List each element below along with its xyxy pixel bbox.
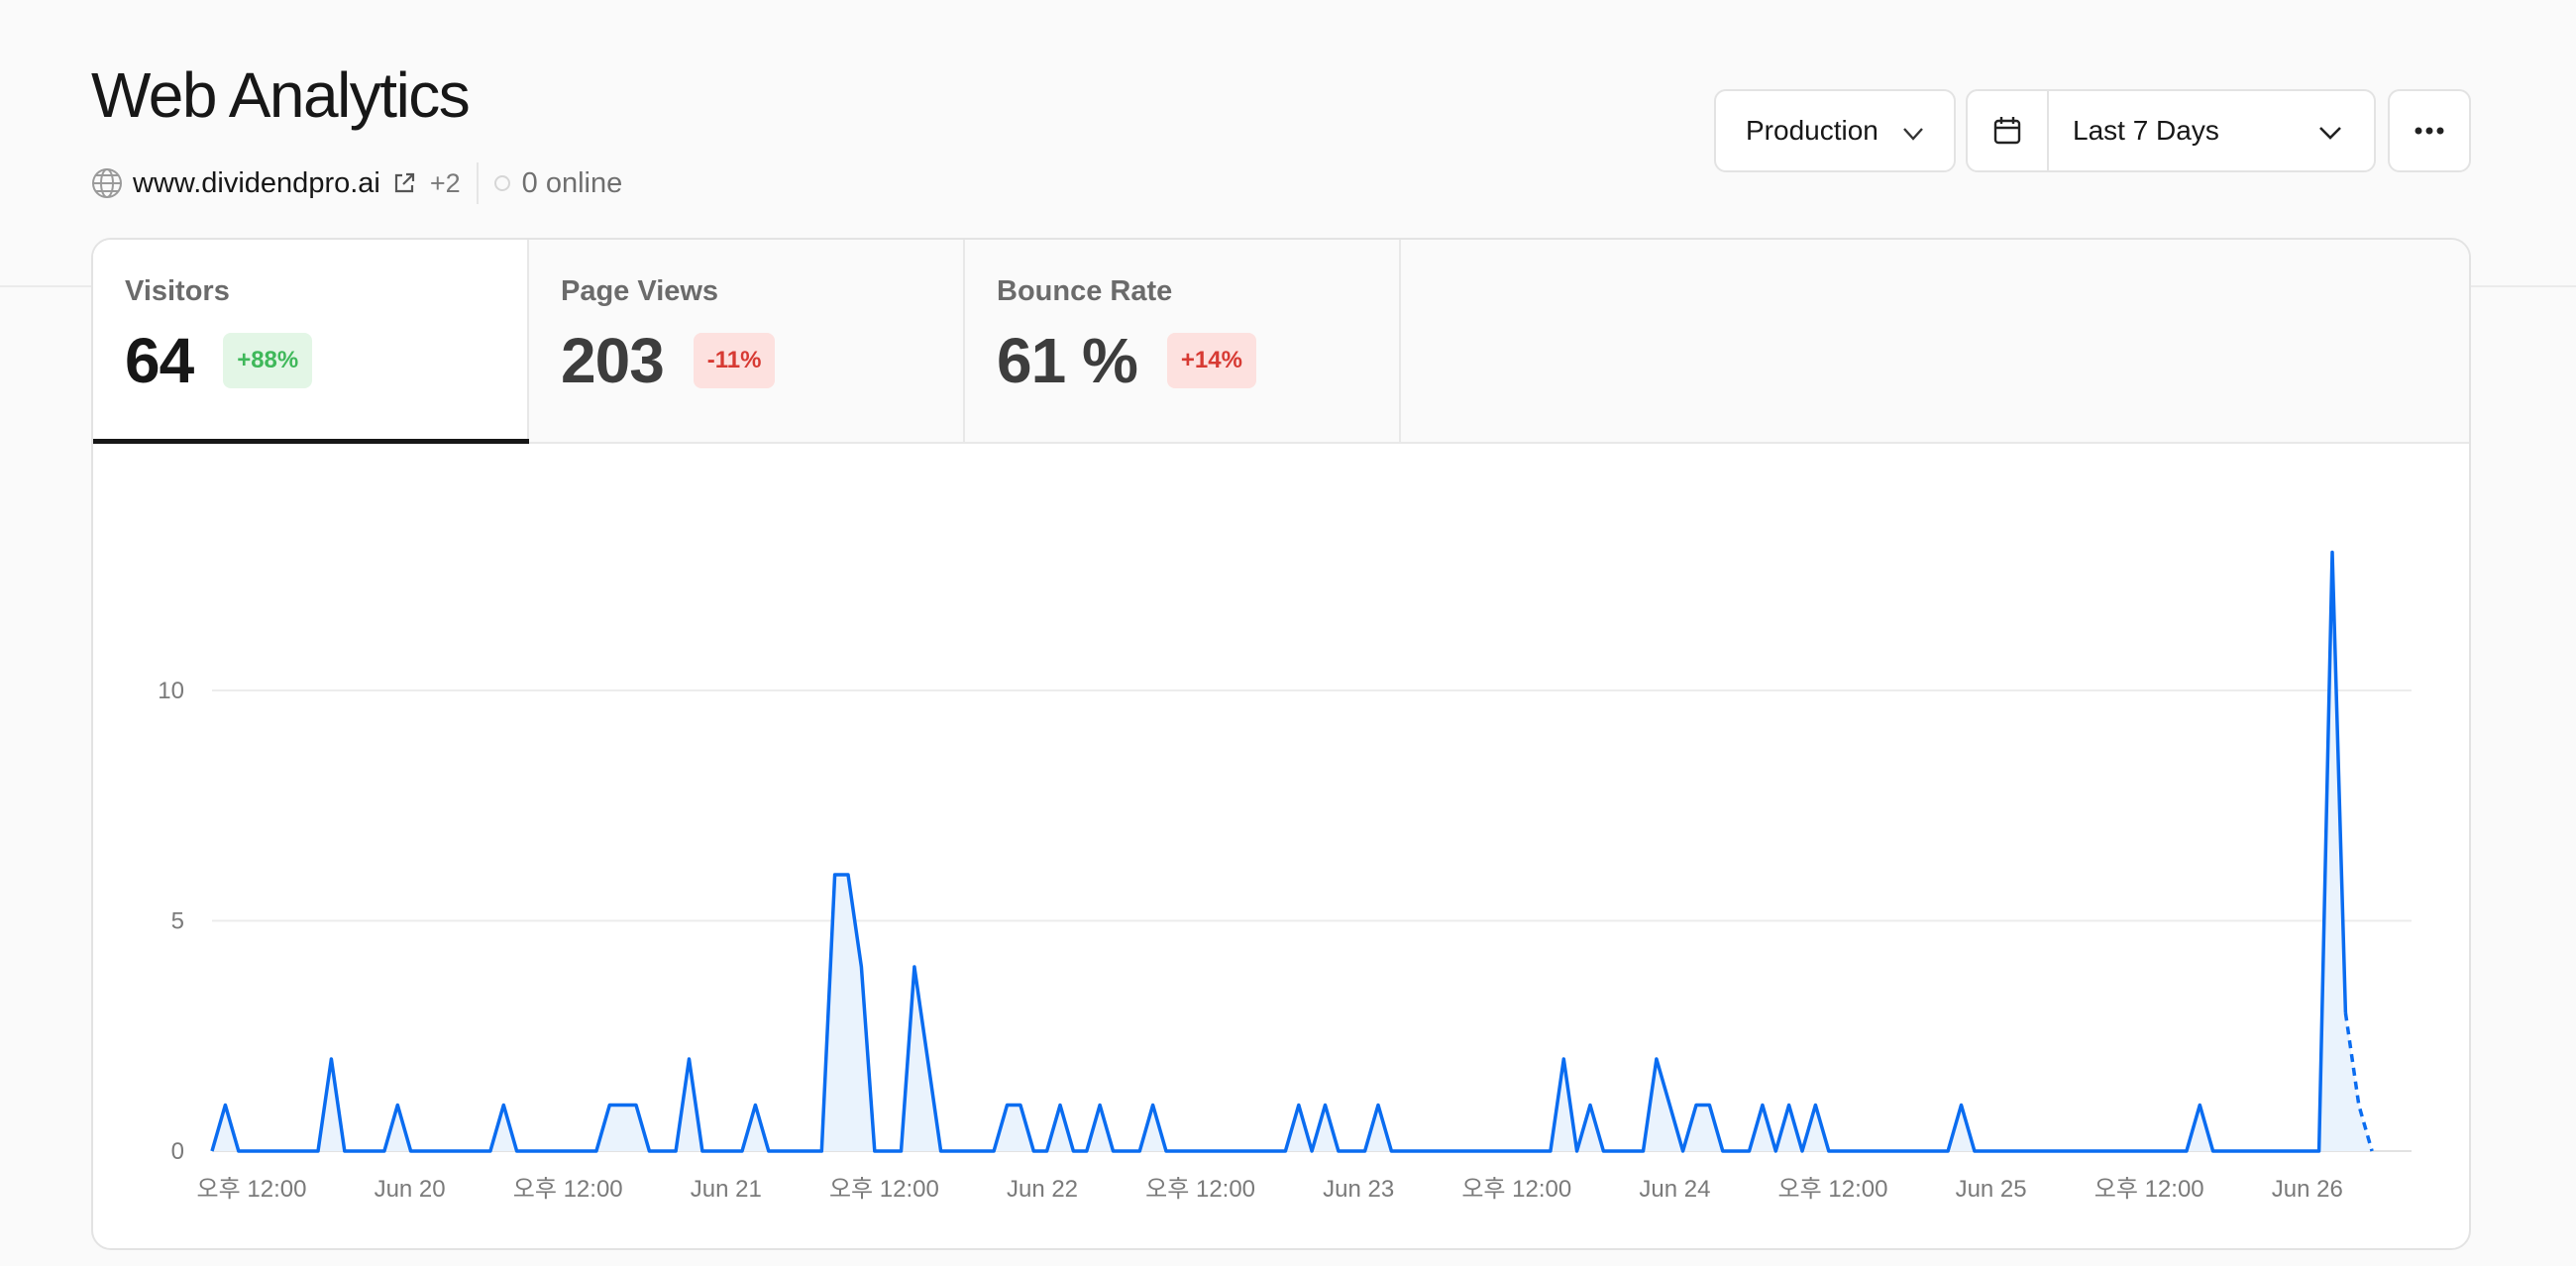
metric-value: 64 xyxy=(125,325,194,396)
x-tick-label: 오후 12:00 xyxy=(2094,1176,2204,1203)
x-tick-label: Jun 22 xyxy=(1007,1176,1078,1203)
change-badge: +88% xyxy=(223,333,313,388)
chevron-down-icon xyxy=(2316,119,2344,147)
metric-tabs: Visitors 64 +88% Page Views 203 -11% Bou… xyxy=(93,240,2469,444)
domain-link[interactable]: www.dividendpro.ai xyxy=(133,166,380,199)
page-title: Web Analytics xyxy=(91,59,471,131)
metric-value: 61 % xyxy=(997,325,1138,396)
analytics-card: Visitors 64 +88% Page Views 203 -11% Bou… xyxy=(91,238,2471,1250)
x-tick-label: Jun 24 xyxy=(1639,1176,1710,1203)
globe-icon xyxy=(91,167,123,199)
extra-domains-count[interactable]: +2 xyxy=(429,167,461,198)
tab-label: Page Views xyxy=(561,275,719,307)
change-badge: -11% xyxy=(693,333,776,388)
chart-area xyxy=(212,552,2373,1151)
change-badge: +14% xyxy=(1166,333,1256,388)
x-tick-label: 오후 12:00 xyxy=(1778,1176,1888,1203)
tab-label: Bounce Rate xyxy=(997,275,1173,307)
date-range-label: Last 7 Days xyxy=(2073,115,2219,146)
separator xyxy=(476,162,479,204)
x-tick-label: 오후 12:00 xyxy=(197,1176,307,1203)
x-tick-label: 오후 12:00 xyxy=(1145,1176,1255,1203)
y-tick-label: 5 xyxy=(171,908,184,935)
x-tick-label: Jun 26 xyxy=(2272,1176,2343,1203)
more-icon xyxy=(2415,122,2444,140)
chart-line-partial xyxy=(2343,1012,2374,1152)
x-tick-label: 오후 12:00 xyxy=(1461,1176,1571,1203)
x-tick-label: Jun 25 xyxy=(1956,1176,2027,1203)
more-options-button[interactable] xyxy=(2388,89,2471,172)
visitors-chart[interactable]: 0 5 10 오후 12:00 Jun 20 오후 12:00 Jun 21 오후 12:00… xyxy=(93,240,2469,1248)
environment-label: Production xyxy=(1746,115,1878,146)
chevron-down-icon xyxy=(1900,121,1926,147)
y-tick-label: 0 xyxy=(171,1138,184,1165)
site-info: www.dividendpro.ai +2 0 online xyxy=(91,160,622,206)
chart-line xyxy=(210,550,2348,1153)
x-tick-label: Jun 21 xyxy=(691,1176,762,1203)
environment-select[interactable]: Production xyxy=(1714,89,1956,172)
x-tick-label: 오후 12:00 xyxy=(829,1176,939,1203)
calendar-icon[interactable] xyxy=(1968,91,2049,170)
date-range-select[interactable]: Last 7 Days xyxy=(1966,89,2376,172)
online-status-dot xyxy=(493,175,510,191)
x-tick-label: 오후 12:00 xyxy=(513,1176,623,1203)
tab-visitors[interactable]: Visitors 64 +88% xyxy=(93,240,529,444)
external-link-icon[interactable] xyxy=(392,171,416,195)
x-tick-label: Jun 23 xyxy=(1323,1176,1394,1203)
tab-bounce-rate[interactable]: Bounce Rate 61 % +14% xyxy=(965,240,1401,442)
tab-page-views[interactable]: Page Views 203 -11% xyxy=(529,240,965,442)
metric-value: 203 xyxy=(561,325,665,396)
online-count: 0 online xyxy=(521,166,623,199)
tab-label: Visitors xyxy=(125,275,230,307)
y-tick-label: 10 xyxy=(158,678,184,704)
x-tick-label: Jun 20 xyxy=(375,1176,446,1203)
